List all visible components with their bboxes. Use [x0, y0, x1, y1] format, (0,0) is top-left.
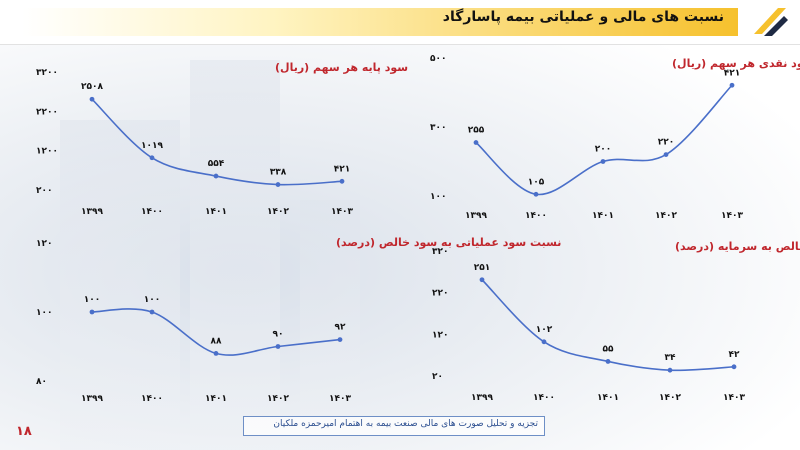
x-tick-label: ۱۴۰۳ — [331, 207, 353, 217]
data-label: ۱۰۵ — [528, 177, 545, 187]
data-point — [667, 367, 673, 373]
data-label: ۲۵۱ — [474, 263, 490, 273]
series-line — [475, 84, 733, 196]
background-building — [300, 200, 360, 450]
logo-icon — [754, 8, 788, 36]
series-line — [91, 98, 343, 186]
series-line — [481, 279, 735, 372]
chart-title: نسبت سود عملیاتی به سود خالص (درصد) — [336, 236, 561, 249]
y-tick-label: ۱۲۰۰ — [36, 147, 58, 157]
data-point — [89, 96, 95, 102]
y-tick-label: ۵۰۰ — [430, 54, 446, 64]
data-label: ۹۲ — [335, 323, 346, 333]
y-tick-label: ۱۲۰ — [432, 330, 448, 340]
chart-title: سود نقدی هر سهم (ریال) — [672, 57, 800, 70]
x-tick-label: ۱۴۰۲ — [267, 394, 289, 404]
footer-box: تجزیه و تحلیل صورت های مالی صنعت بیمه به… — [243, 416, 545, 436]
data-label: ۲۲۰ — [658, 138, 674, 148]
chart-title: سود پایه هر سهم (ریال) — [275, 61, 408, 74]
x-tick-label: ۱۴۰۱ — [592, 211, 614, 221]
data-point — [533, 191, 539, 197]
data-point — [729, 82, 735, 88]
data-point — [149, 155, 155, 161]
x-tick-label: ۱۴۰۲ — [267, 207, 289, 217]
data-point — [339, 178, 345, 184]
y-tick-label: ۱۰۰ — [430, 192, 446, 202]
data-point — [479, 277, 485, 283]
y-tick-label: ۲۰ — [432, 372, 443, 382]
data-label: ۳۴ — [665, 353, 676, 363]
x-tick-label: ۱۴۰۰ — [525, 211, 547, 221]
data-point — [663, 152, 669, 158]
background-building — [60, 120, 180, 450]
data-point — [473, 140, 479, 145]
series-line — [91, 308, 341, 356]
data-label: ۲۰۰ — [595, 145, 611, 155]
x-tick-label: ۱۴۰۱ — [205, 394, 227, 404]
data-label: ۳۳۸ — [270, 168, 287, 178]
x-tick-label: ۱۳۹۹ — [471, 393, 493, 403]
x-tick-label: ۱۴۰۱ — [597, 393, 619, 403]
x-tick-label: ۱۴۰۲ — [659, 393, 681, 403]
x-tick-label: ۱۴۰۳ — [721, 211, 743, 221]
data-point — [149, 309, 155, 315]
footer-text: تجزیه و تحلیل صورت های مالی صنعت بیمه به… — [273, 419, 538, 429]
y-tick-label: ۱۲۰ — [36, 239, 52, 249]
data-label: ۴۲ — [729, 350, 740, 360]
y-tick-label: ۸۰ — [36, 377, 47, 387]
data-label: ۱۰۰ — [144, 295, 160, 305]
data-label: ۹۰ — [273, 330, 284, 340]
y-tick-label: ۲۲۰ — [432, 289, 448, 299]
y-tick-label: ۳۰۰ — [430, 123, 446, 133]
x-tick-label: ۱۳۹۹ — [81, 207, 103, 217]
page-number: ۱۸ — [16, 424, 32, 439]
background-building — [190, 60, 280, 450]
y-tick-label: ۲۲۰۰ — [36, 107, 58, 117]
data-point — [605, 359, 611, 364]
data-label: ۴۲۱ — [724, 68, 740, 78]
x-tick-label: ۱۴۰۰ — [533, 393, 555, 403]
x-tick-label: ۱۴۰۱ — [205, 207, 227, 217]
data-point — [600, 159, 606, 164]
data-point — [541, 339, 547, 345]
data-point — [89, 309, 95, 315]
header-divider — [0, 44, 800, 45]
data-label: ۴۲۱ — [334, 164, 350, 174]
data-label: ۲۵۰۸ — [81, 82, 103, 92]
x-tick-label: ۱۴۰۲ — [655, 211, 677, 221]
data-point — [213, 351, 219, 356]
chart-title: نسبت سود (زیان) خالص به سرمایه (درصد) — [675, 240, 800, 253]
y-tick-label: ۳۲۰ — [432, 247, 448, 257]
data-label: ۵۵ — [603, 344, 614, 354]
x-tick-label: ۱۳۹۹ — [465, 211, 487, 221]
data-label: ۲۵۵ — [468, 126, 485, 136]
x-tick-label: ۱۳۹۹ — [81, 394, 103, 404]
data-label: ۸۸ — [211, 336, 222, 346]
title-bar — [22, 8, 738, 36]
page-title: نسبت های مالی و عملیاتی بیمه پاسارگاد — [442, 9, 724, 25]
y-tick-label: ۲۰۰ — [36, 186, 52, 196]
x-tick-label: ۱۴۰۰ — [141, 207, 163, 217]
y-tick-label: ۱۰۰ — [36, 308, 52, 318]
data-label: ۱۰۰ — [84, 295, 100, 305]
data-point — [337, 337, 343, 342]
data-point — [275, 182, 281, 187]
data-point — [275, 344, 281, 349]
x-tick-label: ۱۴۰۳ — [329, 394, 351, 404]
y-tick-label: ۳۲۰۰ — [36, 68, 58, 78]
x-tick-label: ۱۴۰۰ — [141, 394, 163, 404]
data-point — [213, 173, 219, 179]
x-tick-label: ۱۴۰۳ — [723, 393, 745, 403]
data-label: ۱۰۱۹ — [141, 141, 163, 151]
data-label: ۱۰۲ — [536, 325, 553, 335]
header: نسبت های مالی و عملیاتی بیمه پاسارگاد — [0, 0, 800, 44]
data-label: ۵۵۴ — [208, 159, 225, 169]
data-point — [731, 364, 737, 370]
